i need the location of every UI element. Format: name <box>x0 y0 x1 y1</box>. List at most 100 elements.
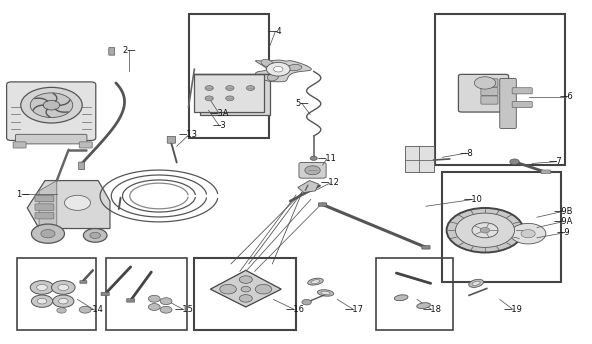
Text: —3: —3 <box>213 121 226 130</box>
Polygon shape <box>39 181 57 228</box>
Text: —6: —6 <box>559 92 574 101</box>
FancyBboxPatch shape <box>7 82 96 140</box>
Circle shape <box>57 308 66 313</box>
FancyBboxPatch shape <box>127 299 135 302</box>
Text: 5—: 5— <box>295 99 308 108</box>
FancyBboxPatch shape <box>101 292 110 296</box>
FancyBboxPatch shape <box>512 88 532 94</box>
FancyBboxPatch shape <box>200 78 270 116</box>
Circle shape <box>30 93 73 118</box>
Circle shape <box>79 306 91 313</box>
Circle shape <box>65 195 91 211</box>
Text: 1—: 1— <box>17 190 30 199</box>
Text: —16: —16 <box>285 305 304 314</box>
Circle shape <box>310 156 317 160</box>
Polygon shape <box>27 181 110 228</box>
Circle shape <box>37 284 47 291</box>
Circle shape <box>52 281 75 294</box>
Ellipse shape <box>287 64 302 71</box>
Circle shape <box>205 86 213 90</box>
Circle shape <box>302 299 311 305</box>
Circle shape <box>266 62 290 76</box>
Bar <box>188 14 269 138</box>
FancyBboxPatch shape <box>79 162 85 170</box>
Circle shape <box>226 86 234 90</box>
Circle shape <box>149 303 160 310</box>
Circle shape <box>241 287 250 292</box>
Bar <box>194 258 296 330</box>
FancyBboxPatch shape <box>481 96 498 104</box>
FancyBboxPatch shape <box>512 101 532 108</box>
FancyBboxPatch shape <box>13 142 26 148</box>
Circle shape <box>246 86 255 90</box>
Ellipse shape <box>317 290 334 296</box>
Text: —18: —18 <box>422 305 442 314</box>
FancyBboxPatch shape <box>35 213 54 219</box>
FancyBboxPatch shape <box>79 142 92 148</box>
Circle shape <box>480 227 490 233</box>
Text: 2—: 2— <box>123 46 136 55</box>
Circle shape <box>226 96 234 101</box>
FancyBboxPatch shape <box>109 47 115 55</box>
Circle shape <box>31 224 65 243</box>
Circle shape <box>160 298 172 304</box>
Ellipse shape <box>417 303 430 309</box>
Text: —17: —17 <box>345 305 363 314</box>
Ellipse shape <box>268 73 279 81</box>
FancyBboxPatch shape <box>481 79 498 87</box>
Bar <box>435 14 565 165</box>
FancyBboxPatch shape <box>500 78 516 129</box>
Circle shape <box>510 159 519 164</box>
Ellipse shape <box>321 291 330 295</box>
FancyBboxPatch shape <box>15 134 87 144</box>
Circle shape <box>239 276 252 283</box>
Circle shape <box>510 223 546 244</box>
Circle shape <box>53 295 74 307</box>
Text: —8: —8 <box>459 149 473 158</box>
Ellipse shape <box>308 278 323 285</box>
Text: —9A: —9A <box>554 217 572 226</box>
Circle shape <box>21 87 82 123</box>
Text: —4: —4 <box>269 27 282 36</box>
Circle shape <box>41 229 55 238</box>
Circle shape <box>305 166 320 175</box>
Circle shape <box>160 306 172 313</box>
Text: —12: —12 <box>321 179 340 187</box>
Circle shape <box>31 295 53 307</box>
Circle shape <box>205 96 213 101</box>
Circle shape <box>220 284 236 294</box>
FancyBboxPatch shape <box>318 203 327 206</box>
Text: —10: —10 <box>464 195 482 204</box>
Text: —7: —7 <box>549 157 563 166</box>
Circle shape <box>474 77 496 89</box>
Ellipse shape <box>261 60 274 67</box>
Polygon shape <box>298 181 318 193</box>
FancyBboxPatch shape <box>541 170 551 174</box>
Text: —19: —19 <box>504 305 523 314</box>
Bar <box>106 258 186 330</box>
FancyBboxPatch shape <box>299 162 326 178</box>
Text: —9B: —9B <box>553 207 572 216</box>
Circle shape <box>43 100 60 110</box>
Circle shape <box>455 213 514 247</box>
Circle shape <box>239 295 252 302</box>
Circle shape <box>83 228 107 242</box>
Circle shape <box>472 223 498 238</box>
FancyBboxPatch shape <box>481 87 498 96</box>
Polygon shape <box>256 60 311 82</box>
FancyBboxPatch shape <box>35 195 54 202</box>
Ellipse shape <box>394 295 408 301</box>
Bar <box>442 172 561 282</box>
Text: —9: —9 <box>556 228 570 237</box>
Circle shape <box>446 208 523 252</box>
Text: —3A: —3A <box>210 109 229 118</box>
FancyBboxPatch shape <box>168 136 175 143</box>
FancyBboxPatch shape <box>35 204 54 211</box>
Ellipse shape <box>472 281 480 286</box>
Circle shape <box>149 295 160 302</box>
FancyBboxPatch shape <box>422 246 430 249</box>
Ellipse shape <box>311 280 320 283</box>
Circle shape <box>521 229 535 238</box>
Circle shape <box>255 284 272 294</box>
Bar <box>17 258 96 330</box>
